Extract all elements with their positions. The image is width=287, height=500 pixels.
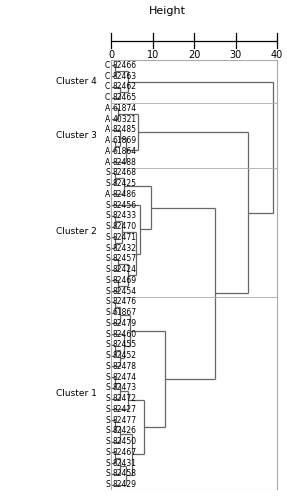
Text: S: S [105, 340, 110, 349]
Text: 82486: 82486 [113, 190, 137, 199]
Text: 82432: 82432 [113, 244, 137, 252]
Text: 82478: 82478 [113, 362, 137, 371]
Text: A: A [105, 158, 110, 166]
Text: 82488: 82488 [113, 158, 137, 166]
Text: S: S [105, 416, 110, 424]
Text: S: S [105, 362, 110, 371]
Text: A: A [105, 126, 110, 134]
Text: 82470: 82470 [113, 222, 137, 231]
Text: Cluster 1: Cluster 1 [56, 389, 96, 398]
Text: C: C [105, 93, 110, 102]
Text: S: S [105, 276, 110, 285]
Text: 82477: 82477 [113, 416, 137, 424]
Text: S: S [105, 298, 110, 306]
Text: S: S [105, 168, 110, 177]
Text: S: S [105, 426, 110, 436]
Text: S: S [105, 437, 110, 446]
Text: 82472: 82472 [113, 394, 137, 403]
Text: S: S [105, 233, 110, 242]
Text: C: C [105, 72, 110, 80]
Text: 82429: 82429 [113, 480, 137, 489]
Text: S: S [105, 330, 110, 338]
Text: 10: 10 [147, 50, 159, 59]
Text: C: C [105, 61, 110, 70]
Text: 82452: 82452 [113, 351, 137, 360]
Text: S: S [105, 244, 110, 252]
Text: 82469: 82469 [113, 276, 137, 285]
Text: 82467: 82467 [113, 448, 137, 457]
Text: A: A [105, 114, 110, 124]
Text: 82456: 82456 [113, 200, 137, 209]
Text: S: S [105, 254, 110, 264]
Text: 82463: 82463 [113, 72, 137, 80]
Text: S: S [105, 351, 110, 360]
Text: 61874: 61874 [113, 104, 137, 113]
Text: S: S [105, 448, 110, 457]
Text: 82427: 82427 [113, 405, 137, 414]
Text: A: A [105, 104, 110, 113]
Text: S: S [105, 384, 110, 392]
Text: 82457: 82457 [113, 254, 137, 264]
Text: S: S [105, 265, 110, 274]
Text: 82473: 82473 [113, 384, 137, 392]
Text: A: A [105, 147, 110, 156]
Text: S: S [105, 394, 110, 403]
Text: Cluster 3: Cluster 3 [56, 130, 96, 140]
Text: 0: 0 [108, 50, 114, 59]
Text: Height: Height [149, 6, 186, 16]
Text: Cluster 2: Cluster 2 [56, 228, 96, 236]
Text: Cluster 4: Cluster 4 [56, 77, 96, 86]
Text: 82460: 82460 [113, 330, 137, 338]
Text: 82474: 82474 [113, 372, 137, 382]
Text: 82426: 82426 [113, 426, 137, 436]
Text: S: S [105, 458, 110, 468]
Text: 82485: 82485 [113, 126, 137, 134]
Text: 82465: 82465 [113, 93, 137, 102]
Text: 82455: 82455 [113, 340, 137, 349]
Text: 61864: 61864 [113, 147, 137, 156]
Text: S: S [105, 286, 110, 296]
Text: 61867: 61867 [113, 308, 137, 317]
Text: 82462: 82462 [113, 82, 137, 92]
Text: 82425: 82425 [113, 179, 137, 188]
Text: 82471: 82471 [113, 233, 137, 242]
Text: S: S [105, 308, 110, 317]
Text: 82424: 82424 [113, 265, 137, 274]
Text: S: S [105, 212, 110, 220]
Text: S: S [105, 179, 110, 188]
Text: A: A [105, 190, 110, 199]
Text: S: S [105, 480, 110, 489]
Text: 82431: 82431 [113, 458, 137, 468]
Text: 82476: 82476 [113, 298, 137, 306]
Text: C: C [105, 82, 110, 92]
Text: 20: 20 [188, 50, 200, 59]
Text: 82466: 82466 [113, 61, 137, 70]
Text: 82454: 82454 [113, 286, 137, 296]
Text: 82479: 82479 [113, 319, 137, 328]
Text: S: S [105, 222, 110, 231]
Text: 82458: 82458 [113, 470, 137, 478]
Text: S: S [105, 470, 110, 478]
Text: S: S [105, 405, 110, 414]
Text: 40321: 40321 [113, 114, 137, 124]
Text: 82468: 82468 [113, 168, 137, 177]
Text: S: S [105, 200, 110, 209]
Text: 82450: 82450 [113, 437, 137, 446]
Text: S: S [105, 372, 110, 382]
Text: S: S [105, 319, 110, 328]
Text: 40: 40 [271, 50, 283, 59]
Text: 82433: 82433 [113, 212, 137, 220]
Text: A: A [105, 136, 110, 145]
Text: 61869: 61869 [113, 136, 137, 145]
Text: 30: 30 [230, 50, 242, 59]
